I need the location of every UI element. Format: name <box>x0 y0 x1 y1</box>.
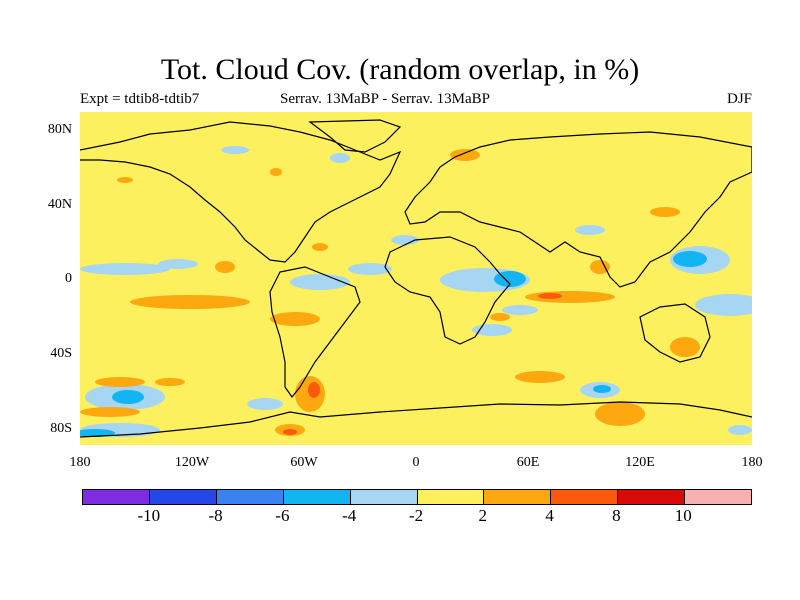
lon-label-120e: 120E <box>625 455 655 470</box>
coastlines <box>80 119 752 438</box>
lon-label-0: 0 <box>412 455 420 470</box>
period-label: Serrav. 13MaBP - Serrav. 13MaBP <box>280 91 490 107</box>
colorbar-label: 4 <box>545 506 554 525</box>
lat-label-0: 0 <box>65 271 72 286</box>
colorbar-label: 10 <box>674 506 692 525</box>
colorbar-cell <box>149 490 217 504</box>
map-panel <box>80 112 752 445</box>
lat-label-80s: 80S <box>50 421 72 436</box>
map-title: Tot. Cloud Cov. (random overlap, in %) <box>160 53 640 86</box>
lon-label-60e: 60E <box>516 455 540 470</box>
season-label: DJF <box>726 91 752 107</box>
experiment-label: Expt = tdtib8-tdtib7 <box>80 91 200 107</box>
lon-label-120w: 120W <box>174 455 210 470</box>
colorbar-label: -6 <box>275 506 290 525</box>
contour-map <box>80 112 752 445</box>
colorbar-label: 8 <box>612 506 621 525</box>
colorbar-cell <box>350 490 418 504</box>
colorbar-label: -4 <box>342 506 357 525</box>
colorbar-cell <box>685 490 752 504</box>
colorbar-cell <box>551 490 619 504</box>
colorbar-label: -8 <box>208 506 223 525</box>
colorbar-label: 2 <box>478 506 488 525</box>
lat-label-80n: 80N <box>47 122 72 137</box>
map-background <box>80 112 752 445</box>
colorbar-cell <box>283 490 351 504</box>
lat-label-40s: 40S <box>50 346 72 361</box>
lon-label-180w: 180 <box>69 455 91 470</box>
contour-fills <box>80 146 752 437</box>
colorbar-cell <box>216 490 284 504</box>
lat-label-40n: 40N <box>47 197 72 212</box>
lon-label-180e: 180 <box>741 455 763 470</box>
colorbar-cell <box>83 490 150 504</box>
colorbar-cell <box>618 490 686 504</box>
colorbar <box>82 489 752 505</box>
colorbar-label: -2 <box>408 506 424 525</box>
colorbar-cell <box>484 490 552 504</box>
colorbar-label: -10 <box>137 506 161 525</box>
colorbar-cell <box>417 490 485 504</box>
lon-label-60w: 60W <box>290 455 318 470</box>
